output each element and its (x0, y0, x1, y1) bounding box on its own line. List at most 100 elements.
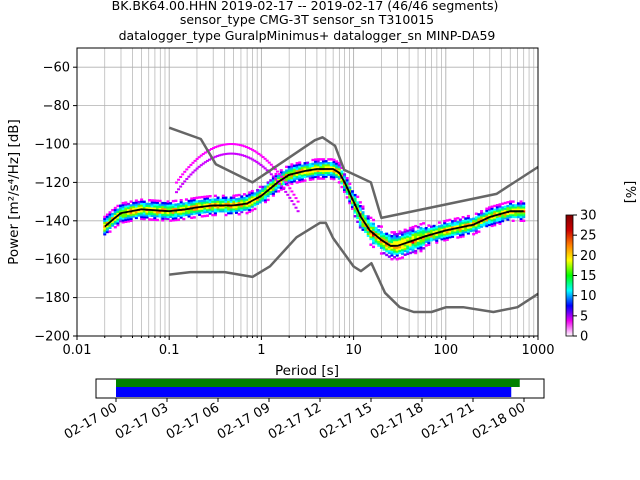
psd-density-cell (337, 175, 341, 178)
psd-density-cell (364, 224, 368, 228)
psd-density-cell (516, 202, 520, 205)
psd-density-cell (495, 209, 499, 213)
psd-density-cell (224, 152, 228, 155)
psd-density-cell (300, 164, 304, 168)
psd-density-cell (250, 205, 254, 208)
psd-density-cell (393, 231, 397, 234)
psd-density-cell (263, 189, 267, 192)
psd-density-cell (171, 217, 175, 220)
psd-density-cell (169, 202, 173, 205)
psd-density-cell (198, 209, 202, 213)
psd-density-cell (522, 219, 526, 222)
psd-density-cell (161, 215, 165, 218)
psd-density-cell (124, 218, 128, 222)
psd-density-cell (148, 199, 152, 202)
y-tick-label: −100 (34, 138, 70, 153)
psd-density-cell (308, 163, 312, 166)
psd-density-cell (248, 191, 252, 194)
psd-density-cell (158, 207, 162, 210)
psd-density-cell (448, 232, 452, 235)
psd-density-cell (522, 202, 526, 205)
psd-density-cell (332, 160, 336, 164)
psd-density-cell (345, 180, 349, 184)
psd-density-cell (435, 225, 439, 229)
psd-density-cell (166, 206, 170, 209)
psd-density-cell (358, 206, 362, 210)
psd-density-cell (253, 159, 257, 162)
psd-density-cell (437, 225, 441, 228)
psd-density-cell (148, 212, 152, 215)
psd-density-cell (116, 216, 120, 219)
psd-density-cell (435, 235, 439, 238)
psd-density-cell (166, 207, 170, 211)
psd-density-cell (464, 223, 468, 226)
psd-density-cell (171, 205, 175, 209)
psd-density-cell (258, 191, 262, 194)
psd-density-cell (221, 202, 225, 205)
psd-density-cell (358, 204, 362, 208)
psd-density-cell (498, 222, 502, 225)
psd-density-cell (382, 232, 386, 236)
psd-density-cell (495, 207, 499, 211)
psd-density-cell (435, 227, 439, 231)
psd-density-cell (472, 225, 476, 228)
psd-density-cell (443, 235, 447, 238)
psd-density-cell (229, 200, 233, 203)
psd-density-cell (140, 202, 144, 205)
psd-density-cell (174, 218, 178, 222)
psd-density-cell (287, 179, 291, 182)
psd-density-cell (474, 225, 478, 229)
psd-density-cell (179, 212, 183, 215)
psd-density-cell (124, 205, 128, 208)
psd-density-cell (142, 215, 146, 219)
psd-density-cell (427, 230, 431, 233)
psd-density-cell (145, 216, 149, 219)
psd-density-cell (498, 207, 502, 210)
psd-density-cell (222, 153, 226, 156)
psd-density-cell (321, 169, 325, 173)
psd-density-cell (166, 202, 170, 205)
psd-density-cell (466, 214, 470, 218)
psd-density-cell (203, 195, 207, 199)
y-tick-label: −60 (43, 61, 70, 76)
psd-density-cell (275, 170, 279, 173)
psd-density-cell (495, 211, 499, 215)
psd-density-cell (242, 198, 246, 202)
psd-density-cell (124, 209, 128, 212)
psd-density-cell (348, 201, 352, 205)
psd-density-cell (332, 177, 336, 181)
psd-density-cell (511, 204, 515, 207)
psd-density-cell (474, 212, 478, 215)
psd-density-cell (184, 209, 188, 213)
psd-density-cell (361, 215, 365, 218)
psd-density-cell (198, 211, 202, 215)
psd-density-cell (511, 206, 515, 209)
psd-density-cell (190, 210, 194, 214)
psd-density-cell (393, 233, 397, 236)
psd-density-cell (271, 186, 275, 190)
psd-density-cell (182, 202, 186, 205)
psd-density-cell (197, 165, 201, 168)
psd-density-cell (208, 202, 212, 206)
psd-density-cell (522, 213, 526, 217)
psd-density-cell (377, 230, 381, 234)
psd-density-cell (356, 195, 360, 199)
psd-density-cell (132, 205, 136, 209)
psd-density-cell (366, 230, 370, 234)
psd-density-cell (279, 172, 283, 176)
psd-density-cell (403, 236, 407, 239)
psd-density-cell (456, 232, 460, 235)
psd-density-cell (522, 215, 526, 219)
psd-density-cell (374, 240, 378, 243)
psd-density-cell (287, 181, 291, 184)
psd-density-cell (419, 234, 423, 237)
psd-density-cell (337, 165, 341, 169)
psd-density-cell (324, 162, 328, 165)
psd-density-cell (148, 206, 152, 210)
psd-density-cell (203, 214, 207, 218)
psd-density-cell (364, 230, 368, 233)
colorbar-tick-label: 0 (580, 330, 588, 345)
psd-density-cell (126, 218, 130, 221)
psd-density-cell (509, 204, 513, 207)
title-line-2: sensor_type CMG-3T sensor_sn T310015 (180, 12, 434, 27)
